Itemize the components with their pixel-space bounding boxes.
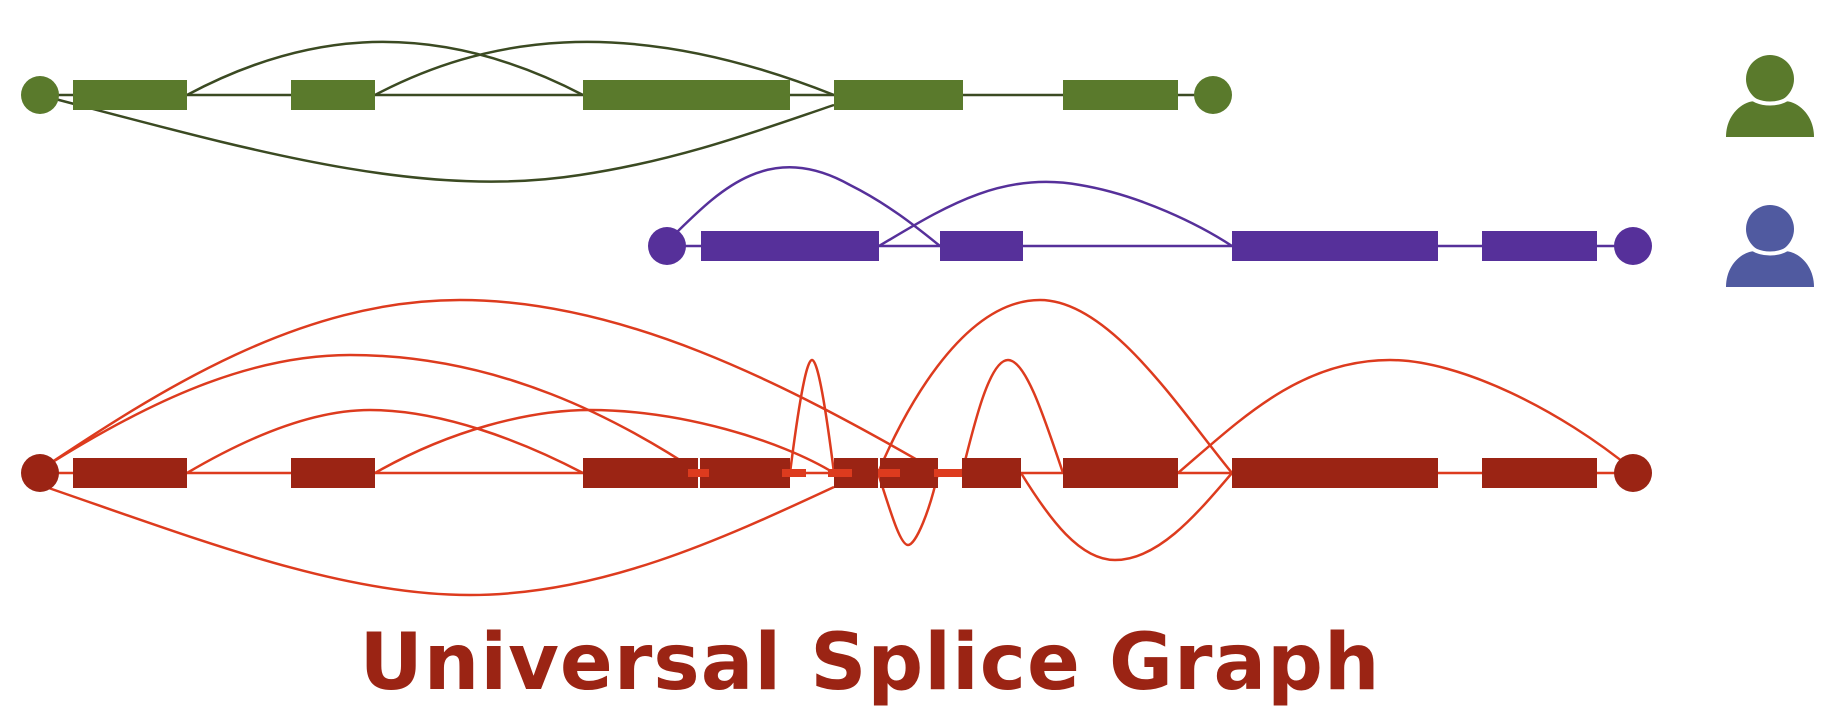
- universal-splice-graph: [21, 298, 1652, 597]
- person-neck-line: [1744, 91, 1796, 106]
- person-head: [1746, 55, 1794, 103]
- splice-edge: [876, 472, 940, 547]
- exon-block: [940, 231, 1023, 261]
- exon-block: [700, 458, 790, 488]
- exon-block: [701, 231, 879, 261]
- splice-site-marker: [828, 469, 852, 477]
- splice-edge: [878, 180, 1233, 248]
- start-node: [21, 76, 59, 114]
- splice-site-marker: [688, 469, 709, 477]
- splice-edge: [876, 298, 1233, 474]
- exon-block: [73, 80, 187, 110]
- exon-block: [583, 80, 790, 110]
- exon-block: [583, 458, 698, 488]
- start-node: [648, 227, 686, 265]
- splice-edge: [374, 408, 835, 475]
- splice-edge: [1019, 472, 1233, 562]
- splice-edge: [39, 298, 941, 475]
- splice-edge: [788, 358, 836, 474]
- exon-block: [1232, 458, 1438, 488]
- exon-block: [73, 458, 187, 488]
- person-neck-line: [1744, 241, 1796, 256]
- splice-edge: [39, 483, 835, 597]
- start-node: [21, 454, 59, 492]
- exon-block: [1063, 80, 1178, 110]
- splice-edge: [374, 40, 835, 97]
- exon-block: [1063, 458, 1178, 488]
- splice-site-marker: [782, 469, 806, 477]
- exon-block: [834, 80, 963, 110]
- diagram-title: Universal Splice Graph: [359, 618, 1381, 708]
- person-icon-purple: [1726, 205, 1814, 287]
- sample-graph-green: [21, 40, 1232, 183]
- exon-block: [962, 458, 1021, 488]
- person-body: [1726, 101, 1814, 137]
- exon-block: [1482, 458, 1597, 488]
- exon-block: [1232, 231, 1438, 261]
- splice-edge: [39, 93, 835, 183]
- splice-edge: [960, 358, 1065, 474]
- splice-edge: [39, 353, 701, 475]
- person-icon-green: [1726, 55, 1814, 137]
- splice-edge: [186, 40, 584, 97]
- splice-site-marker: [878, 469, 900, 477]
- exon-block: [291, 80, 375, 110]
- end-node: [1614, 454, 1652, 492]
- person-body: [1726, 251, 1814, 287]
- splice-edge: [1177, 358, 1634, 474]
- end-node: [1194, 76, 1232, 114]
- person-head: [1746, 205, 1794, 253]
- exon-block: [1482, 231, 1597, 261]
- splice-edge: [186, 408, 584, 475]
- splice-site-marker: [934, 469, 962, 477]
- end-node: [1614, 227, 1652, 265]
- sample-graph-purple: [648, 166, 1652, 265]
- exon-block: [291, 458, 375, 488]
